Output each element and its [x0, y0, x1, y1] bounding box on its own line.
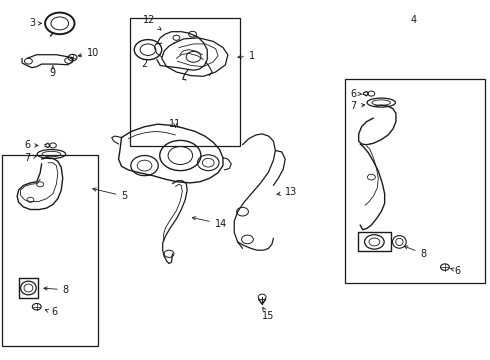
- Text: 6: 6: [350, 89, 362, 99]
- Text: 1: 1: [238, 51, 255, 61]
- Text: 9: 9: [50, 66, 56, 78]
- Bar: [130, 18, 240, 146]
- Bar: [345, 79, 485, 283]
- Text: 6: 6: [24, 140, 38, 150]
- Text: 14: 14: [192, 217, 227, 229]
- Text: 13: 13: [277, 186, 297, 197]
- Text: 7: 7: [350, 101, 365, 111]
- Text: 8: 8: [44, 285, 69, 295]
- Text: 6: 6: [45, 307, 58, 318]
- Text: 11: 11: [170, 119, 181, 129]
- Text: 4: 4: [411, 15, 417, 25]
- Text: 15: 15: [262, 307, 275, 321]
- Text: 2: 2: [142, 59, 147, 69]
- Bar: [2, 155, 98, 346]
- Text: 12: 12: [143, 15, 161, 30]
- Text: 5: 5: [93, 188, 128, 201]
- Text: 10: 10: [78, 48, 99, 58]
- Text: 6: 6: [451, 266, 461, 276]
- Text: 7: 7: [24, 153, 37, 163]
- Text: 8: 8: [404, 246, 426, 259]
- Text: 3: 3: [29, 18, 42, 28]
